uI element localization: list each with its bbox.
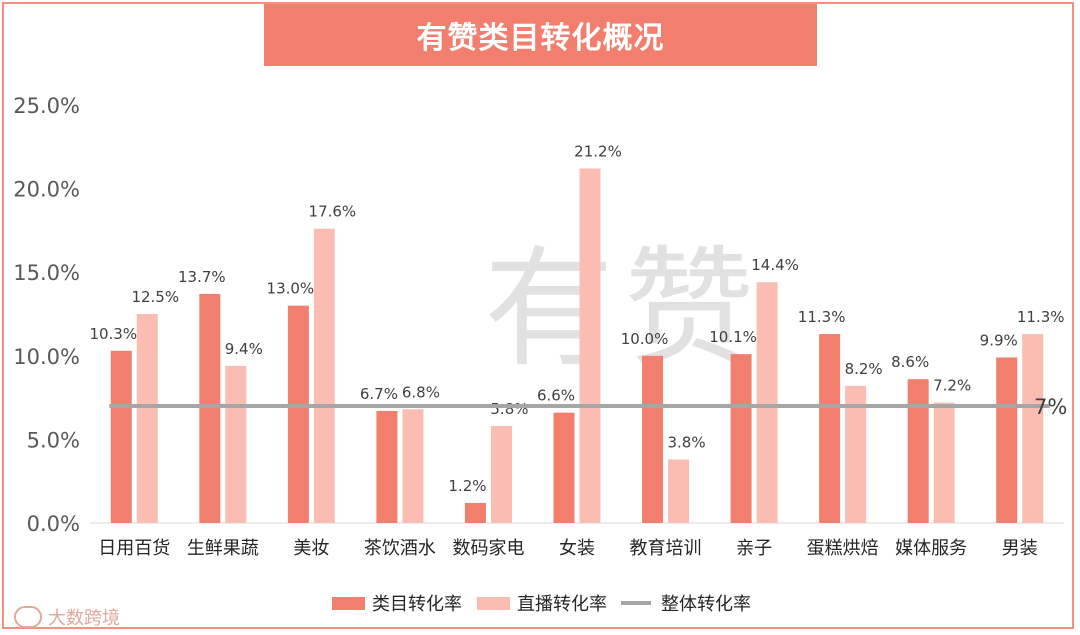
bar-category-rate [642,355,664,523]
bar-live-rate [579,168,601,523]
x-tick-label: 生鲜果蔬 [187,538,259,559]
data-label-live-rate: 21.2% [574,143,622,161]
y-tick-label: 25.0% [13,94,80,118]
data-label-live-rate: 14.4% [751,256,799,274]
bar-category-rate [110,350,132,523]
bar-live-rate [136,314,158,523]
bar-category-rate [464,502,486,523]
bar-category-rate [819,334,841,523]
data-label-category-rate: 1.2% [448,477,486,495]
x-tick-label: 女装 [559,538,595,559]
bar-live-rate [1022,334,1044,523]
y-tick-label: 20.0% [13,178,80,202]
data-label-live-rate: 12.5% [131,288,179,306]
brand-logo-icon [14,606,42,628]
data-label-live-rate: 17.6% [309,203,357,221]
legend-swatch [477,597,510,610]
bar-category-rate [907,379,929,523]
data-label-live-rate: 8.2% [845,360,883,378]
chart-canvas: 0.0% 5.0% 10.0% 15.0% 20.0% 25.0% 10.3% 12.5% 日用… [13,94,1067,615]
title-banner: 有赞类目转化概况 [264,4,817,66]
data-label-category-rate: 10.0% [621,330,669,348]
bar-live-rate [845,385,867,523]
data-label-live-rate: 3.8% [667,433,705,451]
legend-label: 整体转化率 [661,594,751,615]
data-label-category-rate: 13.7% [178,268,226,286]
data-label-category-rate: 9.9% [980,331,1018,349]
y-tick-label: 15.0% [13,261,80,285]
bar-live-rate [313,228,335,523]
legend-swatch [332,597,365,610]
x-tick-label: 教育培训 [630,538,702,559]
data-label-category-rate: 10.1% [709,328,757,346]
overall-rate-label: 7% [1034,395,1067,419]
data-label-category-rate: 6.7% [360,385,398,403]
bar-live-rate [668,459,690,523]
x-tick-label: 美妆 [293,538,329,559]
bar-live-rate [933,402,955,523]
data-label-category-rate: 13.0% [267,280,315,298]
bar-category-rate [996,357,1018,523]
y-tick-label: 5.0% [27,428,80,452]
bar-live-rate [490,426,512,523]
bar-category-rate [376,410,398,523]
bar-live-rate [225,365,247,523]
x-tick-label: 男装 [1002,538,1038,559]
data-label-live-rate: 6.8% [402,383,440,401]
data-label-category-rate: 8.6% [891,353,929,371]
legend-label: 直播转化率 [517,594,607,615]
x-tick-label: 数码家电 [452,538,524,559]
x-tick-label: 亲子 [736,538,772,559]
data-label-live-rate: 11.3% [1017,308,1065,326]
y-tick-label: 0.0% [27,512,80,536]
data-label-live-rate: 7.2% [933,377,971,395]
footer-brand-text: 大数跨境 [48,608,120,629]
data-label-category-rate: 11.3% [798,308,846,326]
bar-category-rate [287,305,309,523]
y-tick-label: 10.0% [13,345,80,369]
bar-category-rate [199,293,221,523]
data-label-live-rate: 5.8% [490,400,528,418]
bar-category-rate [553,412,575,523]
x-tick-label: 蛋糕烘焙 [807,538,879,559]
x-tick-label: 日用百货 [98,538,170,559]
legend-label: 类目转化率 [372,594,462,615]
bar-category-rate [730,354,752,523]
x-tick-label: 媒体服务 [895,538,967,559]
data-label-category-rate: 10.3% [89,325,137,343]
data-label-live-rate: 9.4% [225,340,263,358]
watermark-text: 有赞 [484,233,765,385]
x-tick-label: 茶饮酒水 [364,538,436,559]
chart-title: 有赞类目转化概况 [416,21,665,56]
bar-live-rate [756,282,778,523]
bar-live-rate [402,409,424,523]
data-label-category-rate: 6.6% [537,387,575,405]
footer-brand: 大数跨境 [14,604,120,630]
